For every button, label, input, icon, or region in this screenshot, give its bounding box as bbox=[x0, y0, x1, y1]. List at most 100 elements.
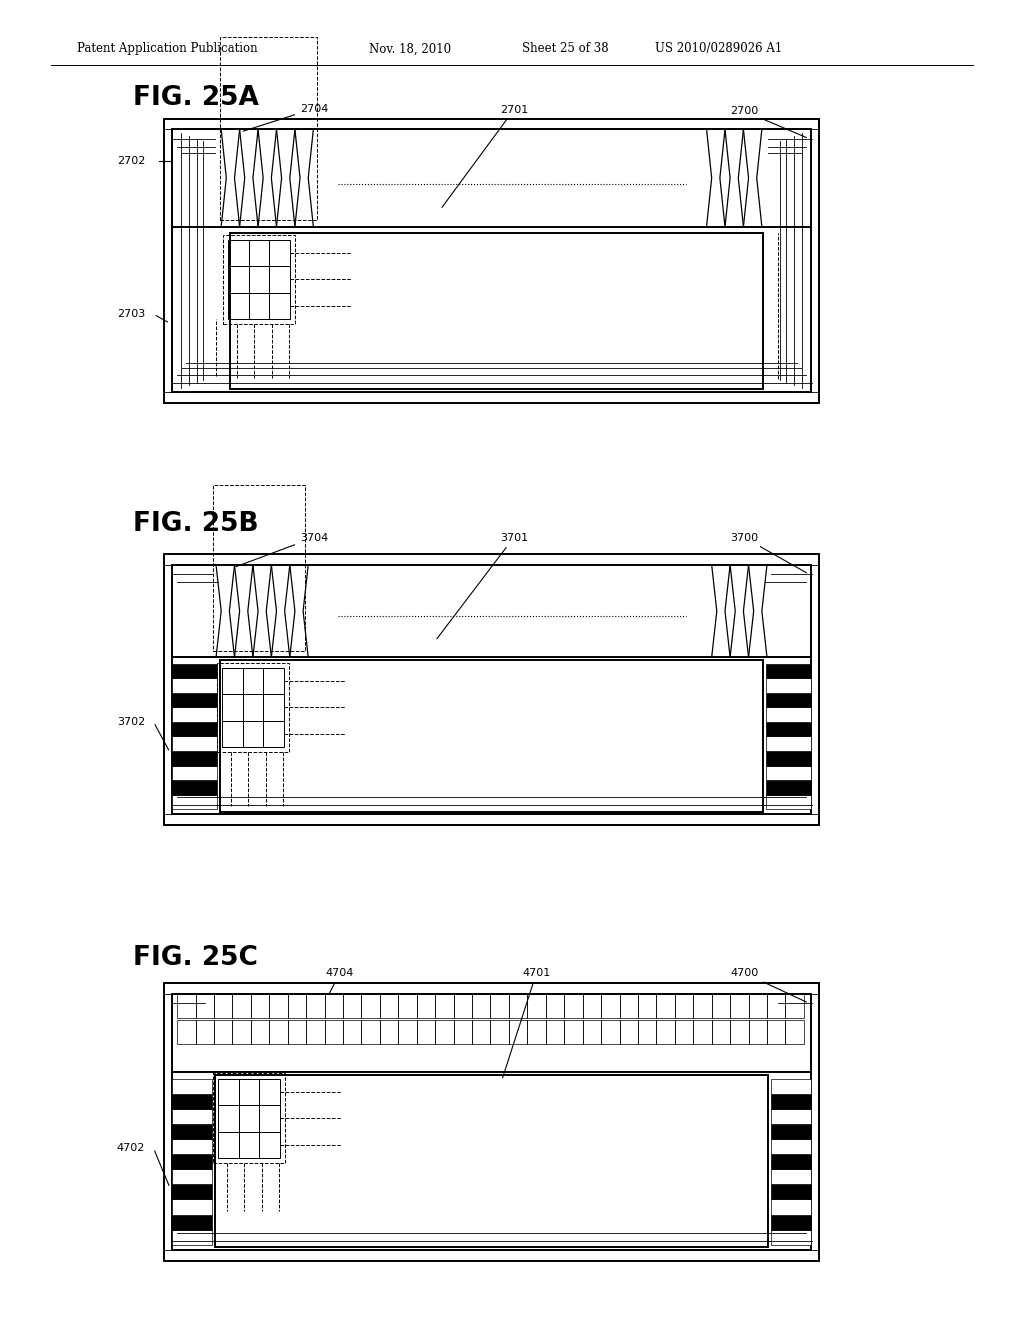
Bar bbox=[172, 678, 217, 693]
Bar bbox=[196, 994, 214, 1018]
Bar bbox=[398, 994, 417, 1018]
Bar bbox=[222, 694, 243, 721]
Bar bbox=[213, 486, 305, 651]
Bar bbox=[454, 1020, 472, 1044]
Bar bbox=[259, 1105, 280, 1131]
Text: 4702: 4702 bbox=[117, 1143, 145, 1154]
Bar bbox=[172, 1109, 212, 1125]
Bar bbox=[693, 1020, 712, 1044]
Bar bbox=[172, 1094, 212, 1109]
Bar bbox=[228, 293, 249, 319]
Bar bbox=[771, 1170, 811, 1184]
Bar bbox=[263, 694, 284, 721]
Bar bbox=[218, 1078, 239, 1105]
Text: 3704: 3704 bbox=[237, 532, 329, 566]
Bar bbox=[177, 994, 196, 1018]
Bar bbox=[172, 1125, 212, 1139]
Bar bbox=[620, 1020, 638, 1044]
Bar bbox=[243, 694, 263, 721]
Bar bbox=[766, 693, 811, 708]
Bar bbox=[213, 1073, 285, 1163]
Bar bbox=[730, 994, 749, 1018]
Bar bbox=[249, 240, 269, 267]
Bar bbox=[509, 994, 527, 1018]
Bar bbox=[638, 994, 656, 1018]
Bar bbox=[767, 1020, 785, 1044]
Text: 4700: 4700 bbox=[730, 968, 807, 1002]
Bar bbox=[361, 1020, 380, 1044]
Bar bbox=[361, 994, 380, 1018]
Bar bbox=[435, 1020, 454, 1044]
Bar bbox=[766, 678, 811, 693]
Bar bbox=[771, 1109, 811, 1125]
Bar bbox=[638, 1020, 656, 1044]
Text: FIG. 25C: FIG. 25C bbox=[133, 945, 258, 972]
Bar bbox=[263, 721, 284, 747]
Bar bbox=[343, 1020, 361, 1044]
Bar bbox=[380, 1020, 398, 1044]
Text: 3702: 3702 bbox=[117, 717, 145, 727]
Bar bbox=[269, 293, 290, 319]
Bar bbox=[172, 766, 217, 780]
Bar bbox=[218, 1105, 239, 1131]
Bar bbox=[239, 1105, 259, 1131]
Bar bbox=[249, 293, 269, 319]
Bar bbox=[172, 780, 217, 795]
Bar bbox=[527, 994, 546, 1018]
Bar bbox=[601, 1020, 620, 1044]
Bar bbox=[712, 994, 730, 1018]
Bar bbox=[771, 1125, 811, 1139]
Text: 3701: 3701 bbox=[437, 532, 527, 639]
Bar bbox=[546, 1020, 564, 1044]
Bar bbox=[239, 1078, 259, 1105]
Bar bbox=[263, 668, 284, 694]
Text: 4704: 4704 bbox=[326, 968, 354, 994]
Bar bbox=[564, 994, 583, 1018]
Bar bbox=[380, 994, 398, 1018]
Bar bbox=[766, 708, 811, 722]
Text: 4701: 4701 bbox=[503, 968, 551, 1077]
Bar bbox=[675, 1020, 693, 1044]
Bar bbox=[771, 1078, 811, 1094]
Text: Sheet 25 of 38: Sheet 25 of 38 bbox=[522, 42, 609, 55]
Bar bbox=[417, 1020, 435, 1044]
Bar bbox=[771, 1154, 811, 1170]
Bar bbox=[490, 1020, 509, 1044]
Bar bbox=[527, 1020, 546, 1044]
Bar bbox=[172, 664, 217, 678]
Text: FIG. 25B: FIG. 25B bbox=[133, 511, 259, 537]
Bar bbox=[509, 1020, 527, 1044]
Bar bbox=[218, 1131, 239, 1158]
Bar bbox=[749, 1020, 767, 1044]
Bar bbox=[220, 660, 763, 812]
Bar bbox=[306, 1020, 325, 1044]
Bar bbox=[259, 1078, 280, 1105]
Bar bbox=[269, 240, 290, 267]
Bar bbox=[766, 795, 811, 809]
Bar bbox=[269, 1020, 288, 1044]
Bar bbox=[172, 722, 217, 737]
Bar bbox=[232, 1020, 251, 1044]
Text: 2703: 2703 bbox=[117, 309, 145, 319]
Bar bbox=[417, 994, 435, 1018]
Bar bbox=[172, 1214, 212, 1230]
Bar bbox=[325, 994, 343, 1018]
Bar bbox=[785, 1020, 804, 1044]
Bar bbox=[232, 994, 251, 1018]
Bar bbox=[230, 234, 763, 389]
Bar bbox=[251, 1020, 269, 1044]
Bar bbox=[251, 994, 269, 1018]
Bar bbox=[172, 1139, 212, 1154]
Bar bbox=[217, 663, 289, 752]
Bar bbox=[472, 994, 490, 1018]
Bar bbox=[177, 1020, 196, 1044]
Bar bbox=[214, 994, 232, 1018]
Bar bbox=[398, 1020, 417, 1044]
Bar bbox=[601, 994, 620, 1018]
Bar bbox=[196, 1020, 214, 1044]
Bar bbox=[172, 1230, 212, 1245]
Bar bbox=[435, 994, 454, 1018]
Bar bbox=[220, 37, 317, 220]
Bar bbox=[172, 795, 217, 809]
Bar bbox=[325, 1020, 343, 1044]
